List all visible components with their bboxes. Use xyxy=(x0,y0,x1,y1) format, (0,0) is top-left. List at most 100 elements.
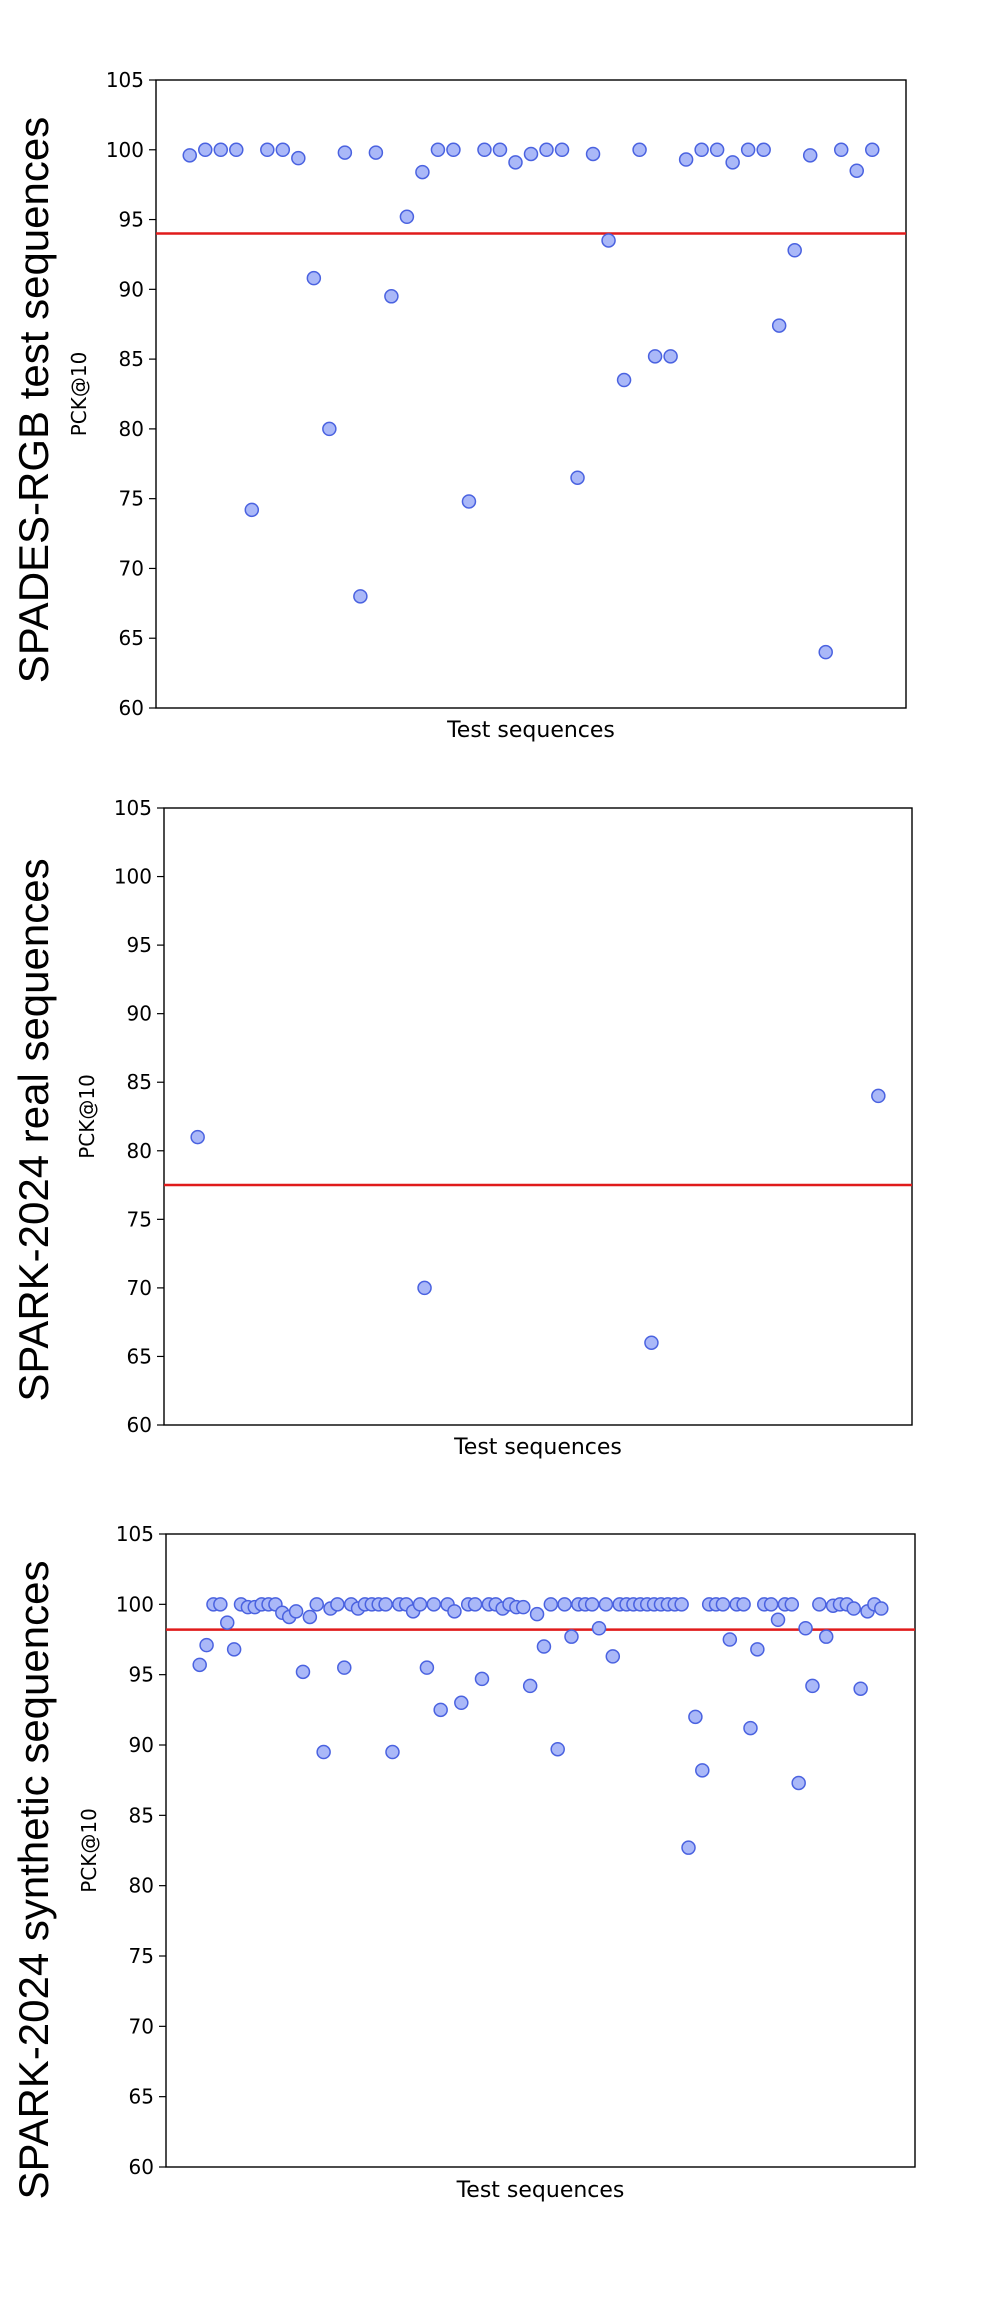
data-point xyxy=(219,1615,235,1630)
data-point xyxy=(678,152,694,167)
data-point xyxy=(763,1597,779,1612)
data-point xyxy=(798,1620,813,1636)
data-point xyxy=(818,1629,834,1644)
scatter-panel-spark-real: 60 65 70 75 80 85 90 95 100 105 PCK@10 Test sequenc… xyxy=(75,796,913,1460)
data-point xyxy=(190,1129,205,1145)
data-point xyxy=(213,142,229,158)
data-point xyxy=(585,146,601,162)
y-tick-label: 90 xyxy=(129,1733,154,1757)
data-point xyxy=(557,1597,572,1612)
data-point xyxy=(454,1695,469,1711)
data-point xyxy=(695,1763,710,1778)
data-point xyxy=(849,163,864,178)
data-point xyxy=(275,142,291,158)
y-tick-label: 80 xyxy=(129,1874,154,1898)
data-point xyxy=(647,349,663,364)
y-tick-label: 105 xyxy=(114,796,152,820)
data-point xyxy=(522,1678,538,1694)
data-point xyxy=(417,1280,432,1296)
data-point xyxy=(791,1775,806,1791)
data-point xyxy=(674,1597,689,1612)
data-point xyxy=(182,148,197,163)
data-point xyxy=(198,142,213,158)
y-tick-label: 65 xyxy=(119,626,144,650)
data-point xyxy=(865,142,880,158)
data-point xyxy=(784,1597,800,1612)
y-tick-label: 70 xyxy=(127,1276,152,1300)
data-point xyxy=(226,1642,242,1657)
y-tick-label: 105 xyxy=(106,68,144,92)
data-point xyxy=(539,142,554,158)
scatter-panel-spades-rgb: 60 65 70 75 80 85 90 95 100 105 PCK@10 Test sequenc… xyxy=(67,68,907,743)
data-point xyxy=(722,1632,738,1647)
data-point xyxy=(812,1597,827,1612)
data-point xyxy=(384,289,399,304)
y-tick-label: 65 xyxy=(129,2085,154,2109)
data-point xyxy=(192,1657,207,1673)
data-point xyxy=(663,349,678,364)
data-point xyxy=(477,142,492,158)
data-point xyxy=(306,270,322,286)
data-point xyxy=(516,1599,531,1615)
data-point xyxy=(756,142,771,158)
data-point xyxy=(833,142,849,158)
y-tick-label: 70 xyxy=(119,556,144,580)
data-point xyxy=(330,1597,345,1612)
y-tick-label: 100 xyxy=(106,138,144,162)
data-point xyxy=(715,1597,731,1612)
data-point xyxy=(874,1601,889,1616)
y-tick-label: 75 xyxy=(119,487,144,511)
row-label-spades-rgb: SPADES-RGB test sequences xyxy=(10,117,57,683)
data-point xyxy=(385,1744,400,1760)
data-point xyxy=(771,318,787,333)
data-point xyxy=(750,1642,765,1657)
data-point xyxy=(447,1604,462,1619)
data-point xyxy=(337,1660,352,1675)
data-point xyxy=(244,502,260,518)
data-point xyxy=(871,1088,886,1104)
data-point xyxy=(681,1840,696,1855)
data-point xyxy=(550,1741,565,1757)
data-point xyxy=(787,243,802,258)
data-point xyxy=(770,1612,786,1628)
data-point xyxy=(584,1597,600,1612)
data-point xyxy=(368,145,384,160)
data-point xyxy=(644,1335,659,1350)
data-point xyxy=(554,142,570,158)
data-point xyxy=(570,470,585,485)
data-point xyxy=(474,1671,490,1687)
data-point xyxy=(415,164,430,180)
data-point xyxy=(399,209,415,225)
data-point xyxy=(322,421,337,437)
y-tick-label: 60 xyxy=(119,696,144,720)
y-tick-label: 60 xyxy=(129,2155,154,2179)
data-point xyxy=(295,1664,311,1680)
data-point xyxy=(461,494,477,509)
data-point xyxy=(419,1660,435,1675)
data-point xyxy=(802,148,818,163)
data-point xyxy=(523,146,539,162)
y-tick-label: 65 xyxy=(127,1344,152,1368)
data-point xyxy=(846,1601,862,1616)
y-tick-label: 95 xyxy=(127,933,152,957)
data-point xyxy=(337,145,353,160)
y-tick-label: 70 xyxy=(129,2014,154,2038)
y-tick-label: 80 xyxy=(127,1139,152,1163)
data-point xyxy=(709,142,725,158)
y-tick-label: 60 xyxy=(127,1413,152,1437)
scatter-panel-spark-synthetic: 60 65 70 75 80 85 90 95 100 105 PCK@10 Test sequenc… xyxy=(77,1522,916,2203)
data-point xyxy=(446,142,461,158)
data-point xyxy=(288,1604,304,1619)
y-tick-label: 75 xyxy=(129,1944,154,1968)
data-point xyxy=(736,1597,751,1612)
data-point xyxy=(412,1597,428,1612)
data-point xyxy=(591,1620,607,1636)
data-point xyxy=(694,142,709,158)
y-tick-label: 90 xyxy=(127,1002,152,1026)
data-point xyxy=(601,233,616,248)
y-tick-label: 75 xyxy=(127,1207,152,1231)
data-point xyxy=(616,372,632,388)
x-axis-label: Test sequences xyxy=(453,1435,622,1460)
y-tick-label: 100 xyxy=(116,1592,154,1616)
data-point xyxy=(743,1720,758,1736)
